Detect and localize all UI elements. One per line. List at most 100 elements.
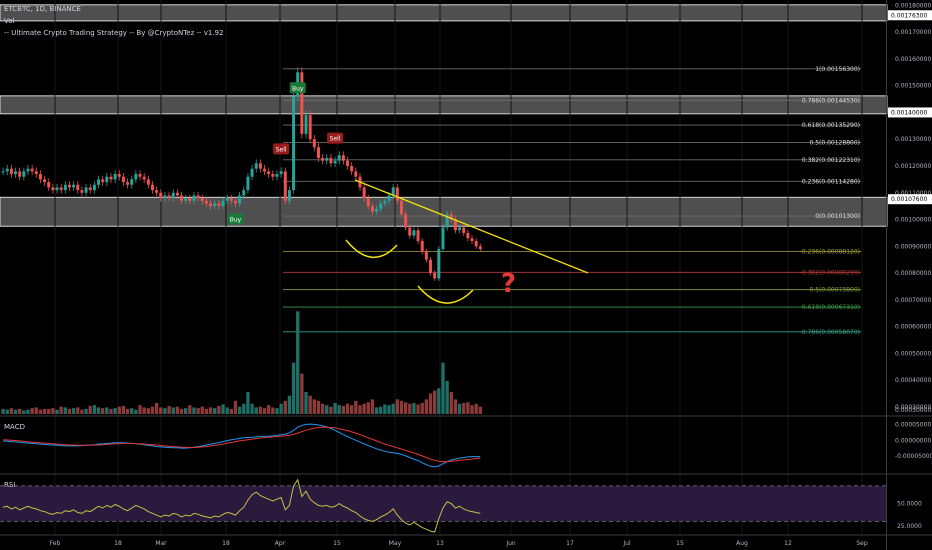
fibonacci-levels: 1(0.00156300) 0.786(0.00144530) 0.618(0.00… (283, 66, 861, 336)
volume-bar (200, 406, 204, 414)
volume-bar (267, 405, 271, 414)
candle-body (271, 174, 275, 177)
volume-bar (38, 409, 43, 414)
buy-signal-badge (289, 82, 306, 94)
fib-label: 0.618(0.00135290) (802, 122, 860, 129)
arc-bottom (417, 285, 474, 304)
candle-body (279, 171, 283, 175)
candle-body (283, 171, 287, 201)
volume-bar (109, 408, 113, 414)
volume-bar (101, 408, 105, 414)
volume-bar (34, 407, 38, 414)
candle-body (325, 157, 329, 161)
annotations: ? (345, 179, 589, 304)
volume-bar (63, 407, 67, 414)
price-tick-label: 0.00130000 (895, 136, 931, 143)
candle-body (59, 187, 63, 191)
candle-body (209, 203, 213, 207)
question-mark: ? (501, 269, 516, 299)
volume-bar (134, 409, 138, 414)
candle-body (292, 96, 296, 191)
volume-bar (370, 399, 375, 414)
volume-bar (337, 405, 341, 414)
date-tick-label: Jul (622, 540, 631, 547)
volume-bar (175, 406, 180, 414)
candle-body (200, 198, 204, 201)
volume-bar (366, 402, 370, 414)
arc-left (345, 239, 398, 259)
volume-bar (84, 408, 88, 414)
candle-body (217, 203, 221, 207)
candle-body (225, 198, 229, 201)
macd-tick-label: -0.00005000 (895, 453, 932, 460)
volume-bar (188, 405, 192, 414)
volume-bar (283, 400, 287, 414)
rsi-line (2, 478, 481, 533)
volume-bar (362, 403, 366, 414)
candle-body (275, 174, 279, 177)
candle-body (159, 192, 163, 199)
price-tick-label: 0.00150000 (895, 83, 931, 90)
candle-body (433, 273, 437, 279)
candle-body (445, 214, 449, 228)
volume-bar (246, 392, 250, 414)
volume-bar (416, 404, 420, 414)
volume-bar (437, 388, 441, 414)
volume-bar (121, 405, 126, 414)
candle-body (387, 195, 391, 201)
volume-bar (138, 405, 142, 414)
fib-label: 0.786(0.00144530) (802, 97, 860, 104)
candle-body (420, 240, 424, 252)
price-tick-label: 0.00070000 (895, 297, 931, 304)
volume-bar (428, 393, 433, 414)
candle-body (22, 171, 26, 177)
candle-body (5, 168, 9, 172)
macd-legend: MACD (4, 423, 25, 431)
volume-bar (358, 405, 362, 414)
candle-body (184, 198, 188, 201)
buy-signal-label: Buy (230, 216, 242, 223)
price-tick-label: 0.00060000 (895, 324, 931, 331)
candle-body (30, 168, 34, 172)
volume-bar (154, 403, 159, 414)
price-highlight-label: 0.00176300 (891, 12, 927, 19)
volume-bar (105, 407, 109, 414)
volume-bar (192, 407, 196, 414)
grid (54, 0, 863, 535)
date-tick-label: Mar (155, 540, 167, 547)
candle-body (229, 198, 233, 201)
candle-body (146, 179, 150, 185)
volume-bar (225, 407, 229, 414)
volume-bar (163, 408, 167, 414)
candle-body (308, 115, 312, 140)
volume-bar (333, 403, 337, 414)
price-tick-label: 0.00050000 (895, 350, 931, 357)
candle-body (250, 168, 254, 177)
candle-body (155, 190, 159, 193)
price-highlight-box (888, 107, 932, 118)
volume-bar (474, 403, 478, 414)
candle-body (92, 184, 96, 191)
volume-bar (237, 406, 242, 414)
candle-body (263, 168, 267, 172)
volume-bar (320, 403, 325, 414)
volume-bar (308, 395, 312, 414)
volume-tick-label: 0.00030000 (895, 407, 931, 414)
candle-body (238, 195, 242, 204)
trade-signals: Buy Sell Buy Sell (227, 82, 344, 225)
candle-body (333, 160, 337, 164)
fib-label: 0.236(0.00114280) (802, 178, 860, 185)
candle-body (84, 187, 88, 193)
price-tick-label: 0.00030000 (895, 404, 931, 411)
candle-body (287, 190, 291, 201)
candle-body (188, 198, 192, 201)
candle-body (171, 192, 175, 199)
candle-body (80, 190, 84, 193)
volume-bar (9, 408, 14, 414)
volume-bar (291, 362, 296, 414)
candle-body (101, 179, 105, 183)
candle-body (204, 200, 208, 204)
macd-panel (0, 415, 932, 536)
candle-body (329, 157, 333, 164)
